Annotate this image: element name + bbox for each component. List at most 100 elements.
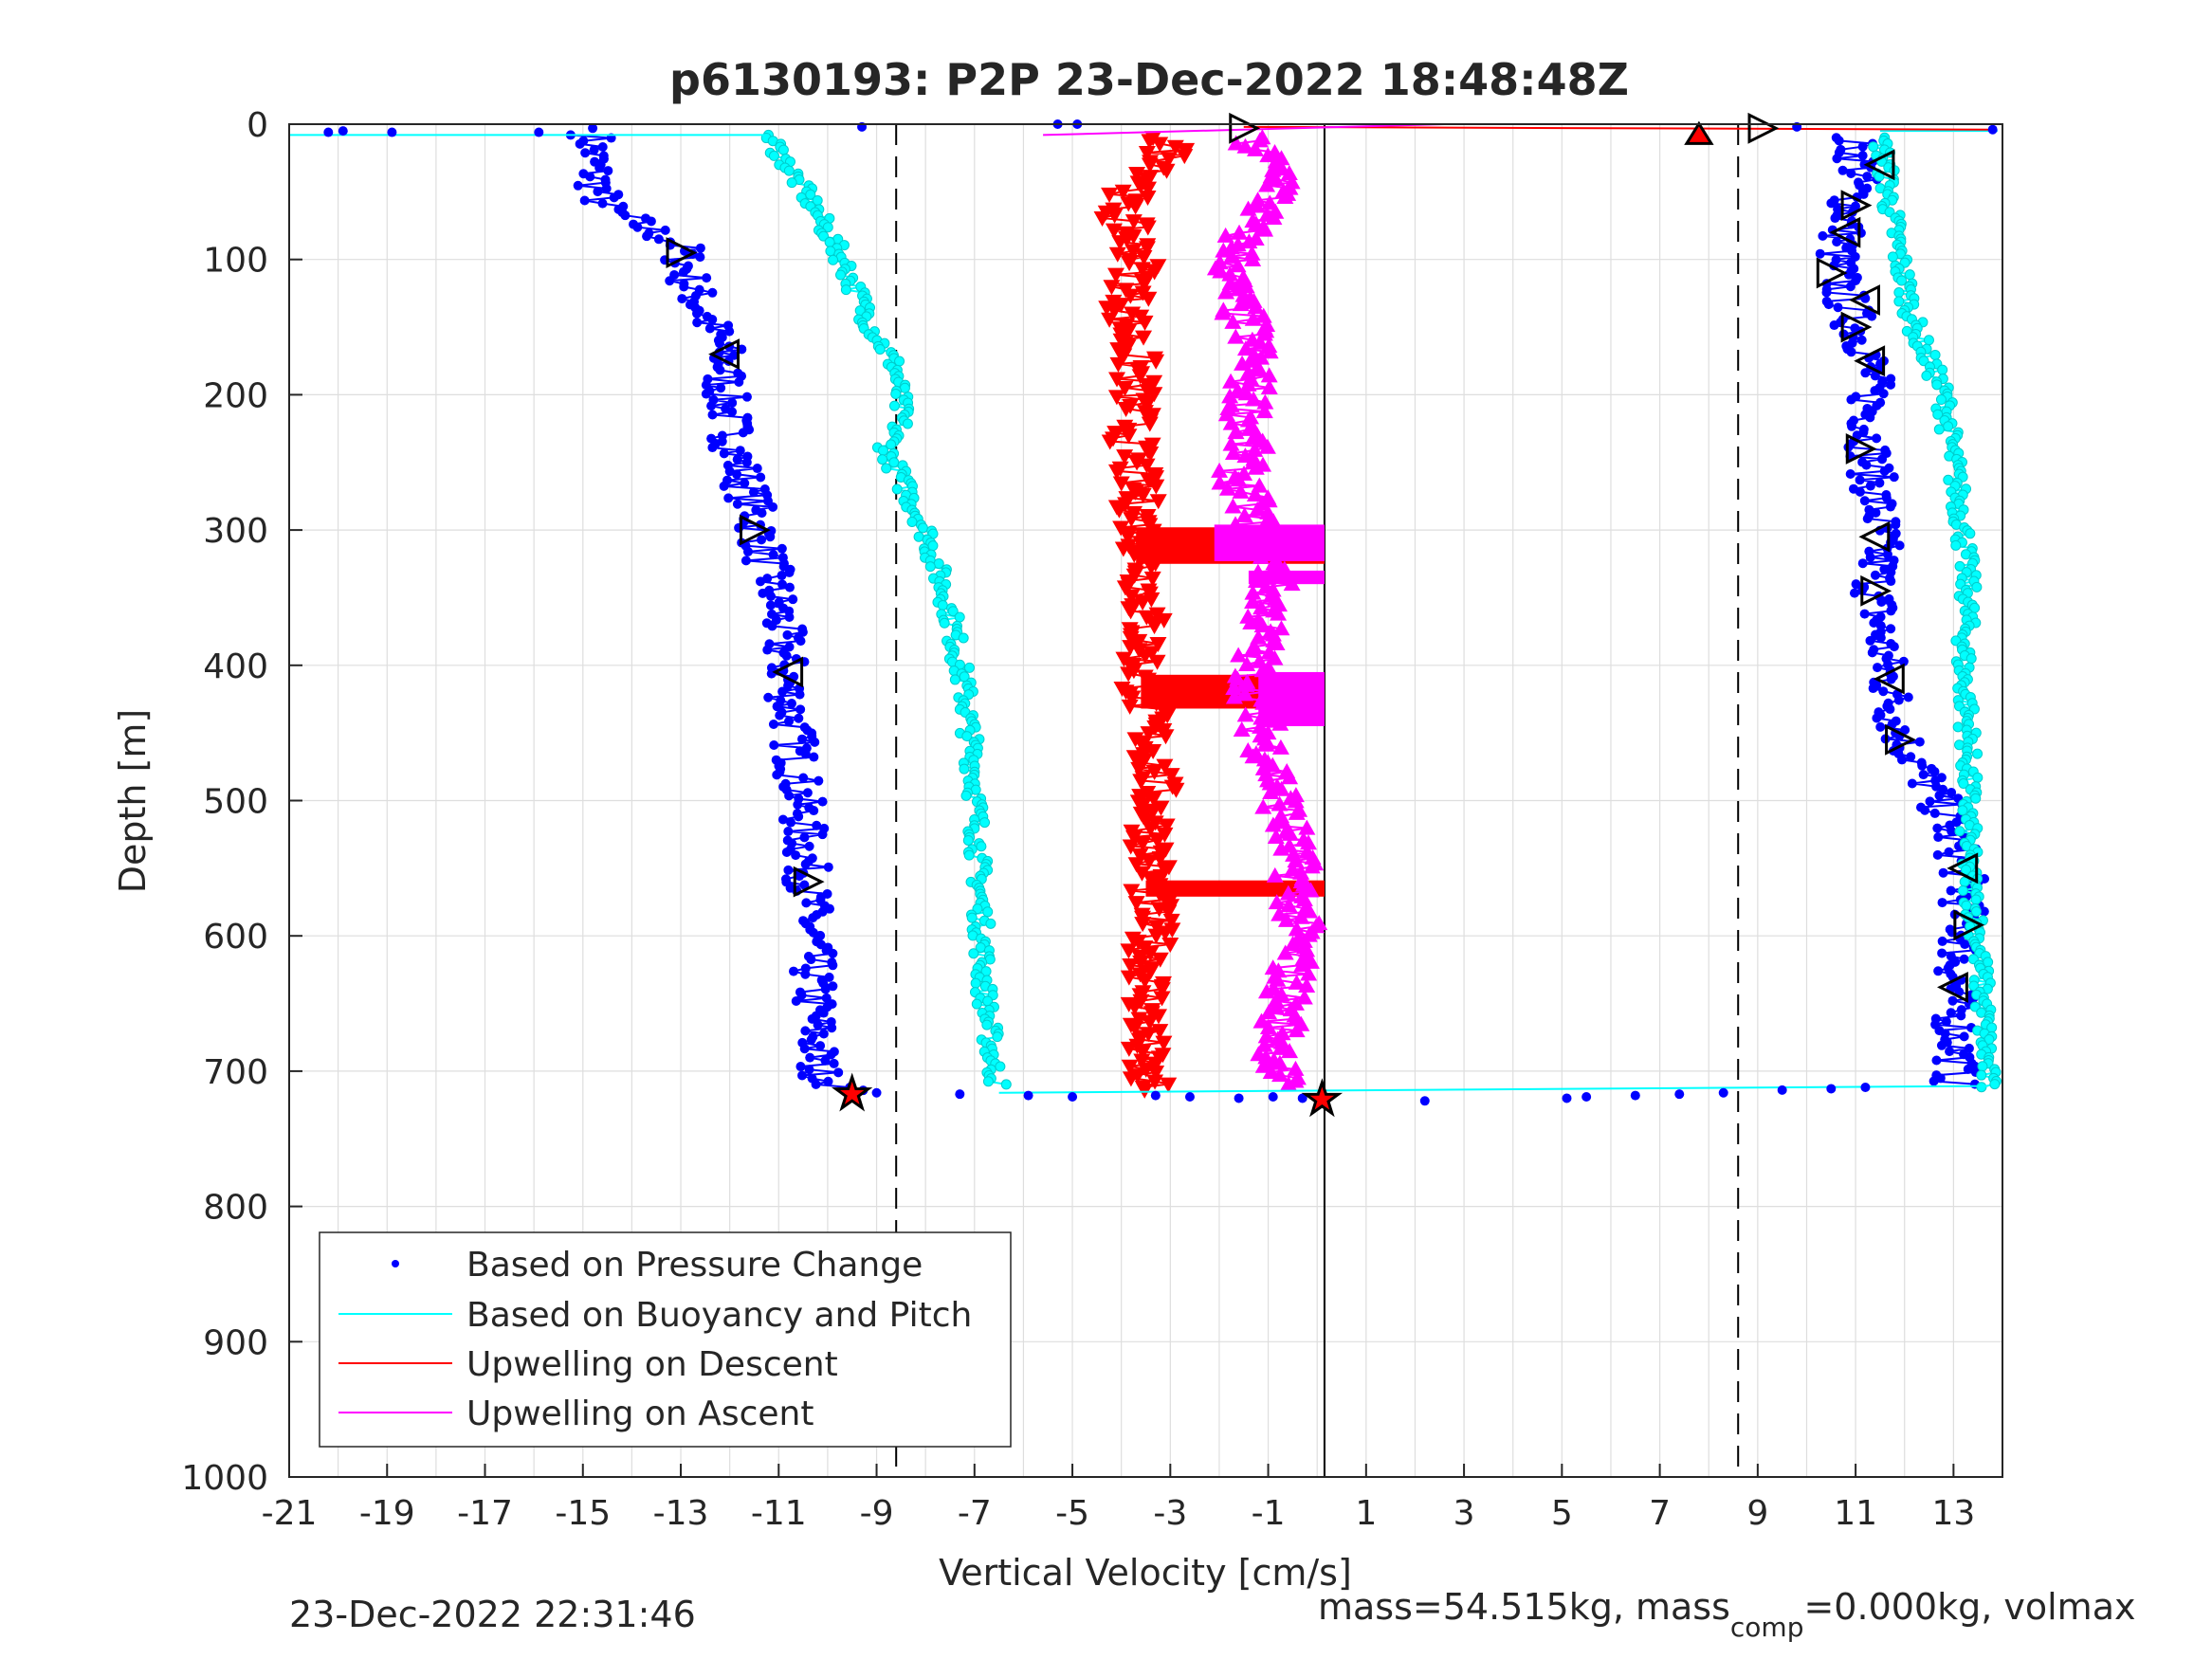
data-point <box>1116 580 1134 596</box>
y-axis: 0 100 200 300 400 500 600 700 800 900 1000 <box>181 106 302 1498</box>
footer-mass-subscript: comp <box>1730 1612 1804 1643</box>
data-point <box>692 318 703 328</box>
data-point <box>1718 1087 1728 1098</box>
surface-triangle-marker <box>1684 120 1714 145</box>
data-point <box>1144 792 1162 808</box>
data-point <box>1257 983 1275 999</box>
data-point <box>1239 200 1257 216</box>
waypoint-marker <box>1860 574 1892 607</box>
data-point <box>1106 303 1124 319</box>
data-point <box>1846 347 1856 357</box>
data-point <box>1887 251 1898 263</box>
y-tick-label: 700 <box>203 1053 268 1092</box>
data-point <box>692 308 703 319</box>
data-point <box>1281 825 1299 841</box>
waypoint-marker <box>1947 852 1979 884</box>
data-point <box>719 448 729 459</box>
data-point <box>1068 1092 1078 1103</box>
data-point <box>1860 368 1871 378</box>
data-point <box>1882 549 1892 559</box>
data-point <box>1929 349 1941 360</box>
data-point <box>1141 1014 1159 1030</box>
data-point <box>1946 1008 1956 1018</box>
data-point <box>1120 970 1138 986</box>
data-point <box>597 198 608 209</box>
data-point <box>1252 548 1270 564</box>
data-point <box>1419 1096 1430 1106</box>
data-point <box>775 710 785 720</box>
data-point <box>1134 917 1152 933</box>
data-point <box>1937 936 1947 946</box>
x-tick-label: -11 <box>751 1494 807 1533</box>
data-point <box>762 645 773 655</box>
data-point <box>1933 424 1945 435</box>
data-point <box>1906 752 1916 762</box>
data-point <box>981 1019 993 1030</box>
data-point <box>1135 249 1153 265</box>
data-point <box>1931 1055 1942 1066</box>
data-point <box>818 230 830 242</box>
data-point <box>1151 952 1169 968</box>
waypoint-marker <box>1849 284 1880 316</box>
data-point <box>894 356 905 367</box>
data-point <box>1140 291 1158 307</box>
data-point <box>580 148 591 158</box>
waypoint-marker <box>1873 663 1905 695</box>
data-point <box>1254 798 1272 814</box>
data-point <box>806 955 816 965</box>
data-point <box>756 576 766 587</box>
data-point <box>642 231 652 242</box>
legend-swatch <box>392 1260 399 1267</box>
data-point <box>1246 441 1264 457</box>
data-point <box>1270 605 1288 621</box>
data-point <box>924 561 936 573</box>
data-point <box>768 150 779 161</box>
data-point <box>807 1013 817 1024</box>
data-point <box>1136 973 1154 989</box>
data-point <box>1218 480 1236 496</box>
data-point <box>1125 999 1143 1015</box>
data-point <box>890 389 902 400</box>
data-point <box>1247 459 1265 475</box>
data-point <box>1106 208 1124 224</box>
data-point <box>1247 299 1265 315</box>
data-point <box>620 210 631 221</box>
data-point <box>1147 533 1165 549</box>
data-point <box>1937 898 1947 908</box>
waypoint-marker <box>1845 433 1877 465</box>
data-point <box>777 543 787 554</box>
x-tick-label: -13 <box>653 1494 709 1533</box>
data-point <box>1229 257 1247 273</box>
data-point <box>1117 401 1135 417</box>
data-point <box>1877 454 1888 465</box>
data-point <box>786 177 797 189</box>
data-point <box>1121 256 1139 272</box>
data-point <box>1272 780 1290 796</box>
data-point <box>1259 147 1277 163</box>
data-point <box>1120 666 1138 683</box>
data-point <box>1235 506 1253 522</box>
data-point <box>1230 471 1248 487</box>
data-point <box>874 343 886 355</box>
data-point <box>665 276 675 286</box>
data-point <box>1268 894 1286 910</box>
data-point <box>1954 560 1965 572</box>
data-point <box>1562 1093 1572 1103</box>
y-axis-label: Depth [m] <box>112 709 154 894</box>
data-point <box>1135 277 1153 293</box>
series-0 <box>565 130 1990 1096</box>
data-point <box>1277 911 1295 927</box>
data-point <box>1857 151 1868 161</box>
data-point <box>1145 387 1163 403</box>
data-point <box>1108 246 1126 263</box>
data-point <box>784 642 795 652</box>
data-point <box>917 522 928 534</box>
data-point <box>1867 311 1877 321</box>
data-point <box>660 225 670 235</box>
x-tick-label: -17 <box>457 1494 513 1533</box>
data-point <box>1856 335 1867 345</box>
data-point <box>767 621 777 631</box>
data-point <box>1142 447 1160 463</box>
data-point <box>1144 523 1162 539</box>
data-point <box>1886 674 1896 684</box>
